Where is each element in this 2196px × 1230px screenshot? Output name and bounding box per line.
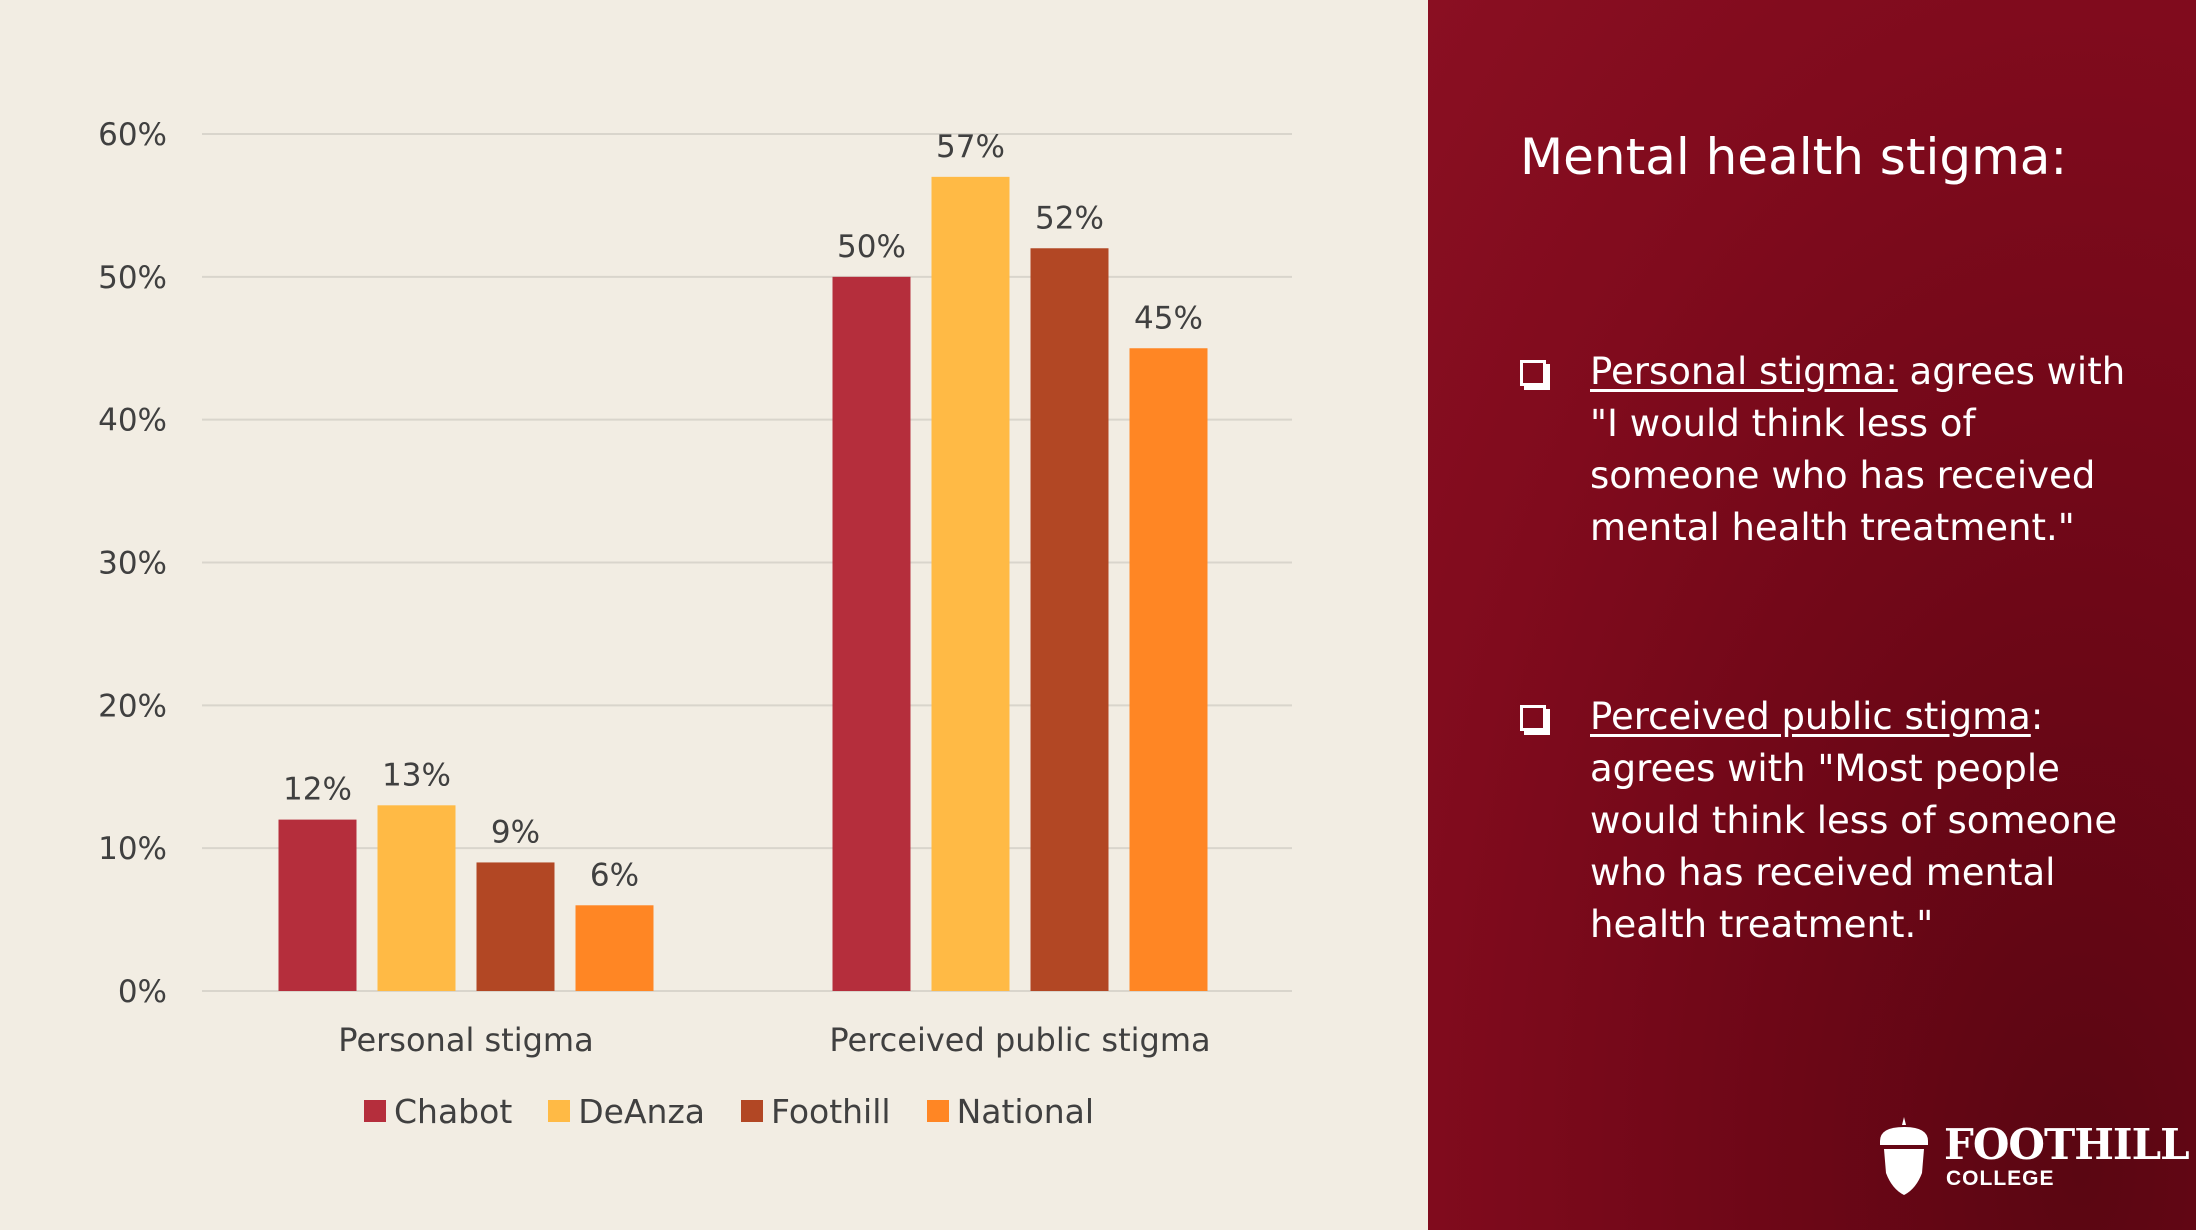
data-label-chabot: 50% bbox=[837, 229, 906, 265]
bullet-description: agrees with "I would think less of someo… bbox=[1590, 350, 2126, 549]
chart-area: 0% 10% 20% 30% 40% 50% 60% 12% 13% 9% 6% Personal s… bbox=[98, 117, 1292, 1131]
data-label-deanza: 13% bbox=[382, 757, 451, 793]
data-label-national: 6% bbox=[590, 857, 639, 893]
acorn-icon bbox=[1880, 1117, 1928, 1195]
legend-item-deanza: DeAnza bbox=[548, 1092, 705, 1131]
legend-swatch-deanza bbox=[548, 1100, 571, 1122]
legend-swatch-national bbox=[926, 1100, 949, 1122]
bullet-text: Personal stigma: agrees with "I would th… bbox=[1590, 346, 2150, 554]
bullet-term-suffix: : bbox=[2030, 695, 2044, 738]
data-label-chabot: 12% bbox=[283, 772, 352, 808]
y-tick-label: 30% bbox=[98, 546, 167, 582]
y-tick-label: 20% bbox=[98, 688, 167, 724]
legend-item-foothill: Foothill bbox=[741, 1092, 891, 1131]
bar-chabot bbox=[832, 276, 911, 991]
bullet-term: Perceived public stigma bbox=[1590, 695, 2031, 738]
bar-deanza bbox=[931, 176, 1010, 992]
bullet-term: Personal stigma: bbox=[1590, 350, 1898, 393]
logo-subtitle: COLLEGE bbox=[1946, 1167, 2055, 1190]
data-label-foothill: 52% bbox=[1035, 200, 1104, 236]
legend-swatch-chabot bbox=[364, 1100, 386, 1122]
checkbox-bullet-icon bbox=[1520, 360, 1546, 386]
data-label-deanza: 57% bbox=[936, 129, 1005, 165]
bar-national bbox=[1129, 348, 1208, 991]
legend-label-national: National bbox=[956, 1091, 1095, 1131]
x-category-label: Personal stigma bbox=[338, 1021, 593, 1059]
legend-item-national: National bbox=[926, 1091, 1095, 1131]
bar-deanza bbox=[377, 805, 456, 991]
logo-name: FOOTHILL bbox=[1944, 1120, 2190, 1169]
legend-label-foothill: Foothill bbox=[771, 1091, 891, 1131]
foothill-college-logo: FOOTHILL COLLEGE bbox=[1876, 1115, 2190, 1195]
y-tick-label: 40% bbox=[98, 403, 167, 439]
panel-title: Mental health stigma: bbox=[1520, 128, 2068, 186]
chart-legend: Chabot DeAnza Foothill National bbox=[364, 1091, 1094, 1131]
y-tick-label: 10% bbox=[98, 831, 167, 867]
y-tick-label: 50% bbox=[98, 260, 167, 296]
checkbox-bullet-icon bbox=[1520, 705, 1546, 731]
bar-chabot bbox=[278, 819, 357, 991]
info-panel: Mental health stigma: Personal stigma: a… bbox=[1428, 0, 2196, 1230]
legend-swatch-foothill bbox=[741, 1100, 764, 1122]
legend-label-deanza: DeAnza bbox=[578, 1091, 706, 1131]
bar-foothill bbox=[1030, 248, 1109, 991]
bar-national bbox=[575, 905, 654, 991]
bar-foothill bbox=[476, 862, 555, 991]
data-label-national: 45% bbox=[1134, 300, 1203, 336]
legend-label-chabot: Chabot bbox=[394, 1091, 513, 1131]
bullet-description: agrees with "Most people would think les… bbox=[1590, 747, 2118, 946]
bullet-personal-stigma: Personal stigma: agrees with "I would th… bbox=[1520, 346, 2160, 566]
y-tick-label: 60% bbox=[98, 117, 167, 153]
x-category-label: Perceived public stigma bbox=[829, 1021, 1210, 1059]
bullet-text: Perceived public stigma: agrees with "Mo… bbox=[1590, 691, 2150, 951]
bullet-perceived-public-stigma: Perceived public stigma: agrees with "Mo… bbox=[1520, 691, 2160, 961]
bar-chart: 0% 10% 20% 30% 40% 50% 60% 12% 13% 9% 6% Personal s… bbox=[98, 117, 1292, 1059]
legend-item-chabot: Chabot bbox=[364, 1092, 512, 1131]
y-tick-label: 0% bbox=[118, 974, 167, 1010]
data-label-foothill: 9% bbox=[491, 814, 540, 850]
